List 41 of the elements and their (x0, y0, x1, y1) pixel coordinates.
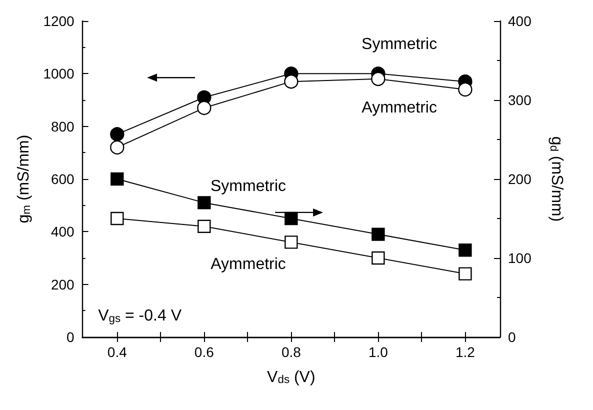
y-tick-label: 0 (66, 329, 75, 345)
point (198, 196, 211, 210)
annotation: Symmetric (210, 178, 286, 195)
y-tick-label: 1000 (43, 66, 75, 82)
point (110, 127, 124, 142)
x-tick-label: 1.2 (455, 344, 476, 360)
point (284, 212, 298, 226)
point (110, 140, 124, 154)
annotation: Vgs = -0.4 V (98, 308, 182, 325)
y-tick-label: 1200 (43, 13, 75, 29)
annotation: Aymmetric (362, 100, 437, 117)
point (372, 228, 385, 241)
x-tick-label: 0.6 (194, 344, 214, 360)
x-axis-title: Vds (V) (267, 368, 316, 386)
point (198, 220, 211, 233)
x-tick-label: 0.4 (107, 344, 128, 360)
y-tick-label: 200 (50, 276, 75, 292)
y-tick-label: 400 (50, 224, 75, 240)
point (458, 244, 472, 257)
y-tick-label: 600 (50, 171, 75, 187)
y2-tick-label: 200 (508, 171, 532, 187)
x-tick-label: 0.8 (281, 344, 302, 360)
y2-axis-title: gd (mS/mm) (548, 136, 565, 222)
point (458, 267, 472, 280)
y-axis-title: gm (mS/mm) (16, 134, 33, 224)
point (372, 251, 385, 265)
point (371, 72, 386, 86)
point (110, 172, 124, 186)
annotation: Symmetric (362, 36, 438, 54)
y-tick-label: 800 (50, 118, 75, 134)
point (197, 100, 212, 115)
y2-tick-label: 0 (508, 329, 516, 345)
point (458, 82, 472, 97)
y2-tick-label: 300 (508, 92, 532, 108)
point (110, 212, 124, 226)
y2-tick-label: 100 (508, 250, 532, 266)
annotation: Aymmetric (210, 256, 286, 273)
x-tick-label: 1.0 (368, 344, 388, 360)
point (284, 236, 298, 249)
y2-tick-label: 400 (508, 13, 532, 29)
point (284, 74, 298, 89)
